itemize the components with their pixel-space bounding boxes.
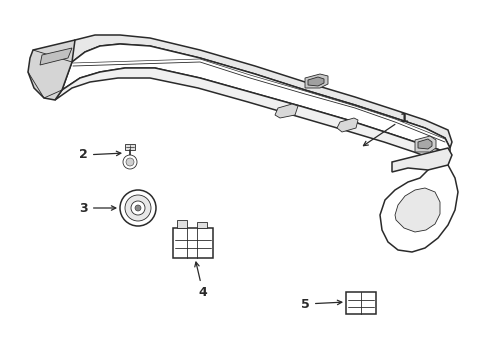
Text: 2: 2 [79, 148, 121, 162]
Text: 4: 4 [195, 262, 207, 299]
Circle shape [120, 190, 156, 226]
Polygon shape [40, 48, 72, 65]
Polygon shape [28, 40, 75, 100]
Circle shape [126, 158, 134, 166]
Polygon shape [62, 44, 450, 155]
Polygon shape [415, 136, 436, 152]
Polygon shape [418, 139, 432, 149]
Circle shape [131, 201, 145, 215]
Polygon shape [173, 228, 213, 258]
Polygon shape [337, 118, 358, 132]
Text: 5: 5 [301, 297, 342, 310]
Polygon shape [305, 74, 328, 88]
Polygon shape [55, 68, 450, 165]
Polygon shape [392, 148, 452, 172]
Circle shape [123, 155, 137, 169]
Polygon shape [60, 35, 452, 148]
Polygon shape [177, 220, 187, 228]
Circle shape [135, 205, 141, 211]
Circle shape [125, 195, 151, 221]
Polygon shape [197, 222, 207, 228]
Polygon shape [308, 77, 324, 86]
Text: 3: 3 [79, 202, 116, 215]
Polygon shape [395, 188, 440, 232]
Text: 1: 1 [364, 112, 409, 146]
Polygon shape [380, 160, 458, 252]
Polygon shape [346, 292, 376, 314]
Polygon shape [275, 104, 298, 118]
Polygon shape [125, 144, 135, 150]
